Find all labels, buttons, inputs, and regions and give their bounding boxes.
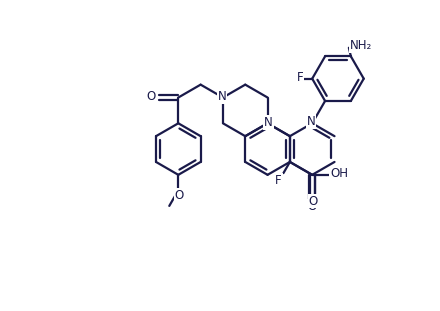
Text: N: N <box>264 116 273 129</box>
Text: NH₂: NH₂ <box>350 39 372 52</box>
Text: F: F <box>275 174 282 187</box>
Text: O: O <box>175 189 184 202</box>
Text: F: F <box>297 71 304 84</box>
Text: OH: OH <box>330 167 348 180</box>
Text: N: N <box>217 90 226 103</box>
Text: O: O <box>308 195 318 207</box>
Text: O: O <box>308 200 317 213</box>
Text: O: O <box>147 90 156 103</box>
Text: N: N <box>307 115 315 128</box>
